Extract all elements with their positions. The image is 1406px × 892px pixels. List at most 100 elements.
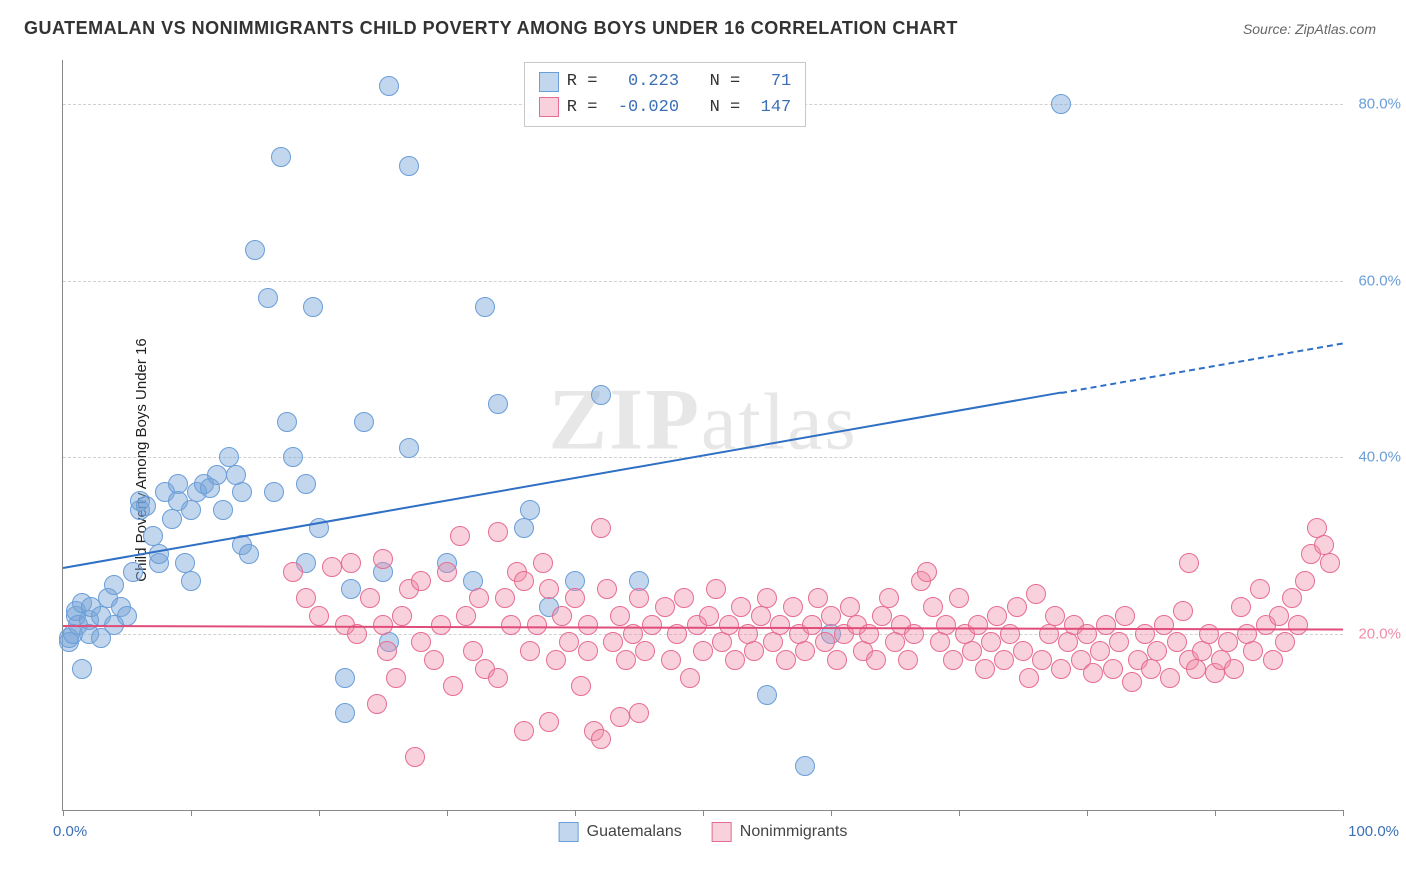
data-point — [373, 549, 393, 569]
data-point — [239, 544, 259, 564]
data-point — [629, 588, 649, 608]
data-point — [546, 650, 566, 670]
data-point — [603, 632, 623, 652]
data-point — [264, 482, 284, 502]
data-point — [962, 641, 982, 661]
plot-area: ZIPatlas 20.0%40.0%60.0%80.0%0.0%100.0%R… — [62, 60, 1343, 811]
data-point — [1288, 615, 1308, 635]
data-point — [725, 650, 745, 670]
data-point — [674, 588, 694, 608]
data-point — [1186, 659, 1206, 679]
data-point — [1295, 571, 1315, 591]
data-point — [360, 588, 380, 608]
y-tick-label: 40.0% — [1358, 449, 1401, 466]
x-tick — [1343, 810, 1344, 816]
data-point — [514, 721, 534, 741]
data-point — [1122, 672, 1142, 692]
data-point — [123, 562, 143, 582]
x-max-label: 100.0% — [1348, 823, 1399, 840]
data-point — [808, 588, 828, 608]
data-point — [751, 606, 771, 626]
data-point — [1218, 632, 1238, 652]
data-point — [968, 615, 988, 635]
series-legend-label: Guatemalans — [587, 823, 682, 841]
data-point — [885, 632, 905, 652]
data-point — [1083, 663, 1103, 683]
data-point — [1000, 624, 1020, 644]
data-point — [731, 597, 751, 617]
data-point — [520, 500, 540, 520]
data-point — [104, 575, 124, 595]
data-point — [399, 438, 419, 458]
data-point — [757, 685, 777, 705]
data-point — [712, 632, 732, 652]
data-point — [354, 412, 374, 432]
data-point — [763, 632, 783, 652]
data-point — [879, 588, 899, 608]
x-tick — [831, 810, 832, 816]
data-point — [706, 579, 726, 599]
data-point — [450, 526, 470, 546]
data-point — [1115, 606, 1135, 626]
data-point — [565, 588, 585, 608]
x-tick — [191, 810, 192, 816]
data-point — [866, 650, 886, 670]
gridline — [63, 457, 1343, 458]
data-point — [917, 562, 937, 582]
data-point — [136, 496, 156, 516]
data-point — [495, 588, 515, 608]
data-point — [149, 544, 169, 564]
data-point — [411, 632, 431, 652]
data-point — [1103, 659, 1123, 679]
data-point — [578, 615, 598, 635]
data-point — [1282, 588, 1302, 608]
data-point — [335, 668, 355, 688]
data-point — [271, 147, 291, 167]
data-point — [283, 447, 303, 467]
data-point — [527, 615, 547, 635]
data-point — [162, 509, 182, 529]
stats-legend-row: R = -0.020 N = 147 — [539, 95, 791, 121]
source-attribution: Source: ZipAtlas.com — [1243, 21, 1376, 37]
x-tick — [575, 810, 576, 816]
gridline — [63, 281, 1343, 282]
data-point — [827, 650, 847, 670]
data-point — [431, 615, 451, 635]
x-tick — [1087, 810, 1088, 816]
data-point — [1007, 597, 1027, 617]
data-point — [1019, 668, 1039, 688]
data-point — [936, 615, 956, 635]
data-point — [1179, 553, 1199, 573]
y-tick-label: 20.0% — [1358, 625, 1401, 642]
data-point — [1224, 659, 1244, 679]
data-point — [1231, 597, 1251, 617]
data-point — [744, 641, 764, 661]
chart-title: GUATEMALAN VS NONIMMIGRANTS CHILD POVERT… — [24, 18, 958, 39]
data-point — [930, 632, 950, 652]
legend-swatch — [559, 822, 579, 842]
data-point — [72, 659, 92, 679]
data-point — [367, 694, 387, 714]
data-point — [533, 553, 553, 573]
data-point — [463, 641, 483, 661]
data-point — [1058, 632, 1078, 652]
data-point — [303, 297, 323, 317]
data-point — [981, 632, 1001, 652]
data-point — [181, 571, 201, 591]
data-point — [373, 615, 393, 635]
data-point — [1199, 624, 1219, 644]
data-point — [821, 606, 841, 626]
data-point — [552, 606, 572, 626]
data-point — [923, 597, 943, 617]
data-point — [277, 412, 297, 432]
data-point — [207, 465, 227, 485]
data-point — [591, 729, 611, 749]
data-point — [994, 650, 1014, 670]
data-point — [501, 615, 521, 635]
data-point — [456, 606, 476, 626]
data-point — [443, 676, 463, 696]
data-point — [783, 597, 803, 617]
y-tick-label: 60.0% — [1358, 272, 1401, 289]
data-point — [1096, 615, 1116, 635]
data-point — [635, 641, 655, 661]
